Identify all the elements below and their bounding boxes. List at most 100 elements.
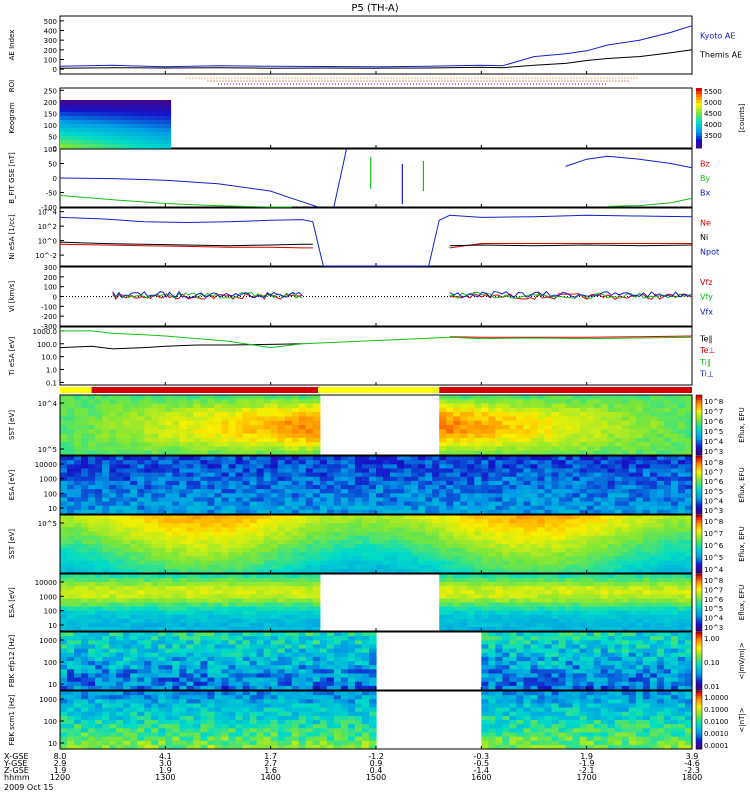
sst_i-cell bbox=[614, 519, 623, 524]
esa_e-cell bbox=[361, 485, 370, 490]
esa_e-cell bbox=[340, 509, 349, 515]
sst_e-cell bbox=[67, 395, 75, 400]
esa_e-cell bbox=[284, 501, 293, 507]
sst_i-cell bbox=[495, 535, 503, 541]
esa_i-cell bbox=[207, 594, 216, 600]
sst_e-cell bbox=[446, 437, 454, 443]
esa_e-cell bbox=[347, 472, 356, 478]
esa_i-cell bbox=[270, 574, 279, 579]
sst_e-cell bbox=[446, 407, 454, 413]
esa_e-cell bbox=[298, 464, 307, 470]
esa_i-cell bbox=[207, 610, 216, 616]
sst_e-cell bbox=[642, 433, 651, 439]
sst_i-cell bbox=[144, 515, 152, 520]
sst_e-cell bbox=[130, 433, 138, 439]
sst_i-cell bbox=[446, 568, 454, 574]
sst_i-cell bbox=[418, 515, 426, 520]
sst_e-cell bbox=[277, 446, 286, 452]
esa_e-cell bbox=[200, 460, 209, 465]
sst_e-colorbar-cell bbox=[696, 445, 702, 448]
esa_e-cell bbox=[74, 509, 82, 515]
sst_i-cell bbox=[109, 535, 117, 541]
sst_i-cell bbox=[453, 527, 461, 533]
sst_i-cell bbox=[102, 519, 110, 524]
esa_i-cell bbox=[67, 602, 75, 608]
sst_i-cell bbox=[228, 560, 237, 566]
esa_i-cell bbox=[165, 582, 173, 587]
sst_i-cell bbox=[593, 568, 602, 574]
esa_i-cell bbox=[263, 590, 272, 595]
esa_i-cell bbox=[495, 618, 503, 624]
esa_i-cell bbox=[67, 606, 75, 612]
sst_i-cell bbox=[277, 548, 286, 553]
esa_i-cell bbox=[439, 590, 447, 595]
keogram-cell bbox=[82, 120, 89, 125]
esa_i-cell bbox=[130, 594, 138, 600]
sst_i-cell bbox=[544, 535, 553, 541]
sst_e-cell bbox=[474, 403, 482, 409]
sst_e-cell bbox=[572, 412, 581, 418]
sst_i-cell bbox=[354, 552, 363, 558]
keogram-ylabel: Keogram bbox=[8, 102, 16, 133]
esa_i-cell bbox=[207, 618, 216, 624]
sst_i-cell bbox=[607, 544, 616, 549]
sst_i-cell bbox=[235, 531, 244, 537]
sst_e-cell bbox=[165, 450, 173, 456]
sst_e-cell bbox=[102, 416, 110, 422]
esa_e-cell bbox=[586, 509, 595, 515]
esa_e-cell bbox=[390, 472, 398, 478]
esa_i-cell bbox=[235, 614, 244, 620]
esa_i-cell bbox=[291, 578, 300, 583]
esa_i-cell bbox=[123, 578, 131, 583]
sst_e-cell bbox=[137, 420, 145, 426]
esa_e-cell bbox=[207, 489, 216, 494]
sst_e-cell bbox=[207, 442, 216, 448]
sst_i-cell bbox=[677, 515, 686, 520]
esa_e-cell bbox=[179, 468, 187, 474]
esa_e-cell bbox=[635, 480, 644, 486]
sst_e-cell bbox=[621, 425, 630, 430]
esa_e-cell bbox=[74, 493, 82, 499]
sst_i-cell bbox=[67, 531, 75, 537]
esa_e-cell bbox=[495, 476, 503, 482]
esa_e-cell bbox=[172, 489, 180, 494]
sst_e-cell bbox=[446, 425, 454, 430]
sst_e-colorbar-cell bbox=[696, 395, 702, 398]
sst_i-cell bbox=[137, 539, 145, 545]
sst_e-cell bbox=[677, 395, 686, 400]
esa_e-cell bbox=[544, 505, 553, 511]
esa_e-cell bbox=[509, 485, 518, 490]
esa_i-cell bbox=[193, 590, 202, 595]
keogram-cell bbox=[104, 132, 111, 137]
esa_e-cell bbox=[509, 480, 518, 486]
sst_e-cell bbox=[116, 399, 124, 405]
esa_i-cell bbox=[474, 622, 482, 628]
sst_e-cell bbox=[460, 416, 468, 422]
esa_e-cell bbox=[74, 497, 82, 503]
sst_e-cell bbox=[460, 420, 468, 426]
sst_i-cell bbox=[256, 564, 265, 570]
esa_e-cell bbox=[67, 501, 75, 507]
esa_e-cell bbox=[214, 485, 223, 490]
sst_e-colorbar-tick: 10^3 bbox=[704, 448, 723, 456]
sst_i-cell bbox=[432, 539, 440, 545]
esa_i-cell bbox=[446, 598, 454, 604]
esa_e-cell bbox=[579, 489, 588, 494]
esa_e-cell bbox=[432, 497, 440, 503]
esa_i-cell bbox=[614, 618, 623, 624]
esa_i-cell bbox=[523, 606, 532, 612]
sst_i-cell bbox=[95, 560, 103, 566]
esa_i-cell bbox=[614, 622, 623, 628]
esa_e-cell bbox=[74, 476, 82, 482]
ni-ytick-label: 10^4 bbox=[38, 209, 58, 217]
sst_i-cell bbox=[509, 544, 518, 549]
esa_e-cell bbox=[621, 476, 630, 482]
esa_i-cell bbox=[544, 626, 553, 632]
keogram-cell bbox=[126, 124, 133, 129]
esa_e-cell bbox=[249, 485, 258, 490]
sst_i-cell bbox=[586, 564, 595, 570]
sst_i-cell bbox=[481, 552, 489, 558]
esa_i-cell bbox=[130, 578, 138, 583]
esa_i-cell bbox=[537, 614, 546, 620]
sst_e-cell bbox=[137, 425, 145, 430]
